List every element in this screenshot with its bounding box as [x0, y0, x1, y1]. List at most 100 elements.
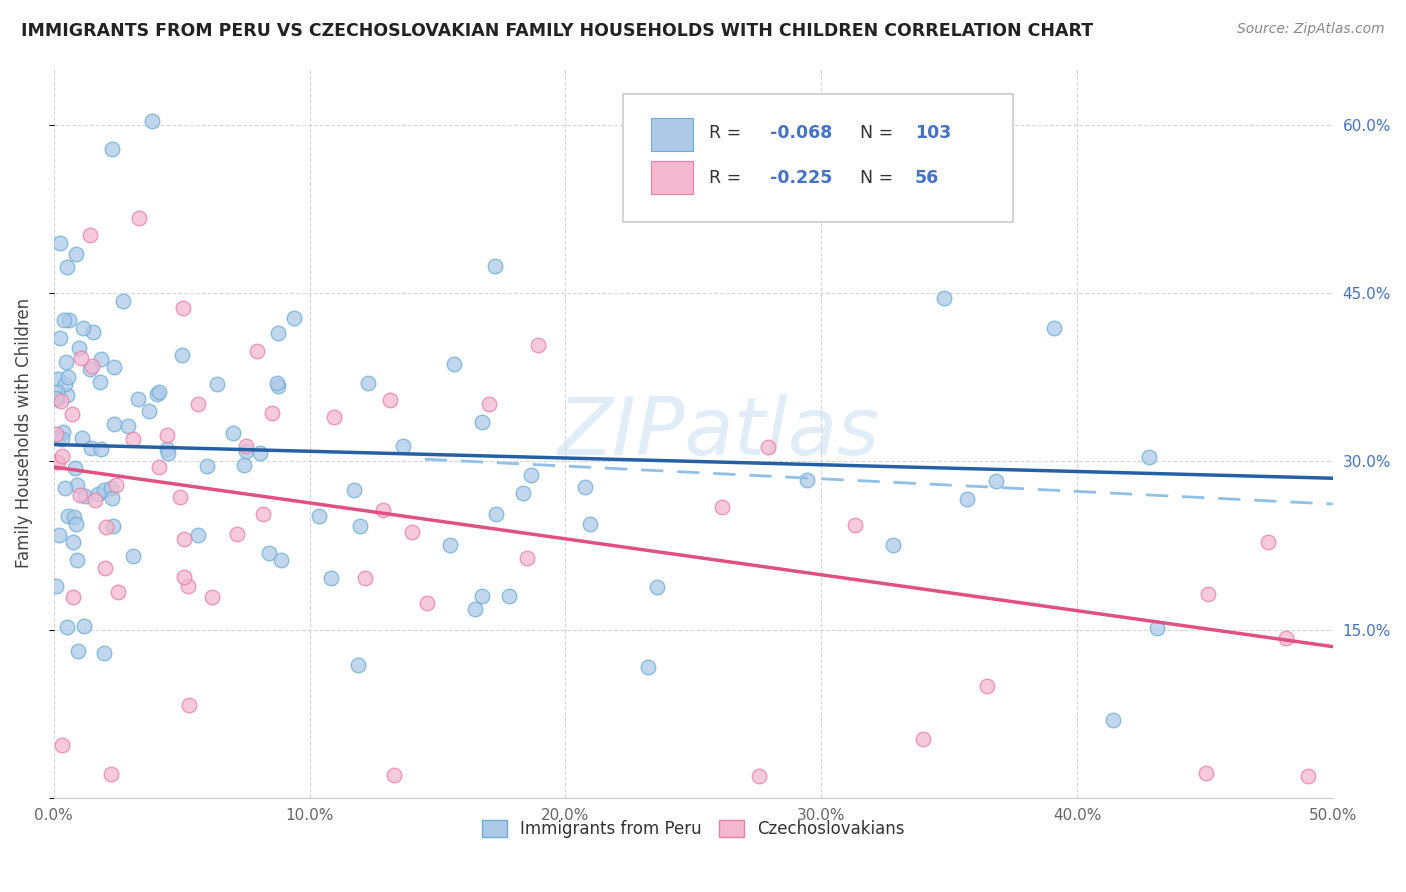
Point	[357, 376, 380, 390]
Point	[177, 698, 200, 713]
Point	[103, 417, 125, 432]
Point	[46, 372, 69, 386]
Point	[710, 500, 733, 514]
Point	[322, 410, 344, 425]
Point	[343, 483, 366, 497]
Point	[266, 376, 288, 390]
Point	[1146, 621, 1168, 635]
Point	[104, 477, 127, 491]
Text: 103: 103	[914, 125, 950, 143]
Point	[756, 440, 779, 454]
Point	[56, 370, 79, 384]
Point	[45, 392, 67, 407]
Point	[1195, 765, 1218, 780]
Point	[173, 533, 195, 547]
Point	[51, 449, 73, 463]
Point	[146, 386, 169, 401]
Point	[82, 325, 104, 339]
Point	[464, 601, 486, 615]
Point	[138, 404, 160, 418]
Point	[83, 493, 105, 508]
Point	[101, 491, 124, 505]
Point	[100, 481, 122, 495]
Point	[478, 397, 501, 411]
Point	[498, 589, 520, 603]
Point	[49, 331, 72, 345]
Point	[63, 461, 86, 475]
Point	[53, 377, 76, 392]
Point	[55, 260, 77, 275]
Point	[101, 142, 124, 156]
Point	[63, 510, 86, 524]
Point	[73, 619, 96, 633]
Point	[172, 348, 194, 362]
Point	[52, 313, 75, 327]
Point	[72, 321, 94, 335]
Point	[259, 545, 281, 559]
Point	[226, 527, 249, 541]
Point	[484, 260, 506, 274]
Point	[94, 560, 117, 574]
Point	[520, 467, 543, 482]
Point	[156, 442, 179, 457]
Point	[512, 485, 534, 500]
Point	[56, 509, 79, 524]
Point	[48, 528, 70, 542]
Point	[93, 483, 115, 497]
Point	[378, 392, 401, 407]
Point	[187, 528, 209, 542]
Text: 56: 56	[914, 169, 939, 187]
Point	[748, 769, 770, 783]
Point	[976, 679, 998, 693]
Text: -0.225: -0.225	[770, 169, 832, 187]
Point	[471, 590, 494, 604]
Point	[882, 538, 904, 552]
Point	[117, 419, 139, 434]
Point	[45, 427, 67, 442]
Text: R =: R =	[709, 125, 741, 143]
Point	[260, 405, 283, 419]
Point	[934, 291, 956, 305]
Point	[101, 519, 124, 533]
Text: Source: ZipAtlas.com: Source: ZipAtlas.com	[1237, 22, 1385, 37]
Point	[200, 591, 222, 605]
Point	[471, 415, 494, 429]
Point	[69, 488, 91, 502]
Point	[267, 326, 290, 340]
Point	[70, 431, 93, 445]
Point	[235, 443, 257, 458]
Point	[93, 646, 115, 660]
Point	[94, 520, 117, 534]
Point	[66, 644, 89, 658]
Point	[382, 768, 405, 782]
Point	[1101, 713, 1123, 727]
Text: ZIPatlas: ZIPatlas	[558, 394, 880, 473]
Point	[283, 310, 305, 325]
Point	[79, 361, 101, 376]
Point	[122, 433, 145, 447]
Point	[157, 445, 180, 459]
Point	[58, 313, 80, 327]
Point	[392, 440, 415, 454]
Text: IMMIGRANTS FROM PERU VS CZECHOSLOVAKIAN FAMILY HOUSEHOLDS WITH CHILDREN CORRELAT: IMMIGRANTS FROM PERU VS CZECHOSLOVAKIAN …	[21, 22, 1094, 40]
Text: R =: R =	[709, 169, 741, 187]
Point	[103, 360, 125, 375]
Point	[349, 519, 371, 533]
Point	[82, 359, 104, 373]
FancyBboxPatch shape	[623, 94, 1014, 222]
Point	[844, 517, 866, 532]
Point	[86, 487, 108, 501]
Point	[80, 441, 103, 455]
Point	[127, 392, 149, 406]
Point	[107, 584, 129, 599]
Point	[235, 439, 257, 453]
Point	[46, 455, 69, 469]
Point	[51, 393, 73, 408]
Point	[112, 293, 135, 308]
Point	[205, 377, 228, 392]
Point	[66, 553, 89, 567]
Point	[955, 491, 977, 506]
Point	[62, 535, 84, 549]
Point	[60, 408, 83, 422]
Point	[148, 459, 170, 474]
